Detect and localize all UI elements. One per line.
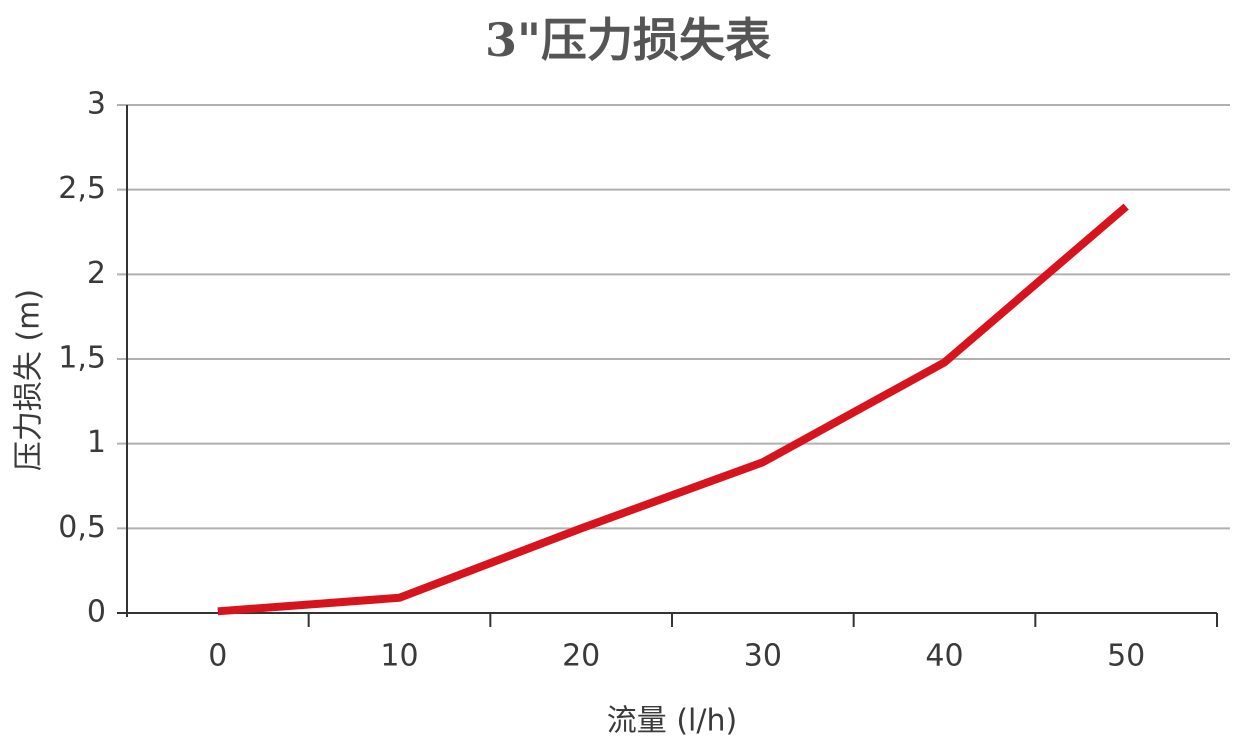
x-tick-label: 30 (744, 639, 782, 674)
y-axis-label: 压力损失 (m) (12, 289, 47, 471)
x-tick-label: 50 (1107, 639, 1145, 674)
chart-title: 3"压力损失表 (485, 13, 771, 67)
y-tick-label: 0,5 (58, 510, 106, 545)
y-tick-label: 3 (87, 87, 106, 122)
x-tick-label: 10 (380, 639, 418, 674)
y-tick-label: 2,5 (58, 171, 106, 206)
x-axis-label: 流量 (l/h) (607, 704, 737, 739)
data-line (217, 203, 1129, 616)
y-tick-label: 2 (87, 256, 106, 291)
x-tick-label: 0 (208, 639, 227, 674)
y-tick-label: 0 (87, 595, 106, 630)
x-tick-label: 20 (562, 639, 600, 674)
y-tick-label: 1,5 (58, 341, 106, 376)
y-tick-label: 1 (87, 425, 106, 460)
x-tick-label: 40 (925, 639, 963, 674)
